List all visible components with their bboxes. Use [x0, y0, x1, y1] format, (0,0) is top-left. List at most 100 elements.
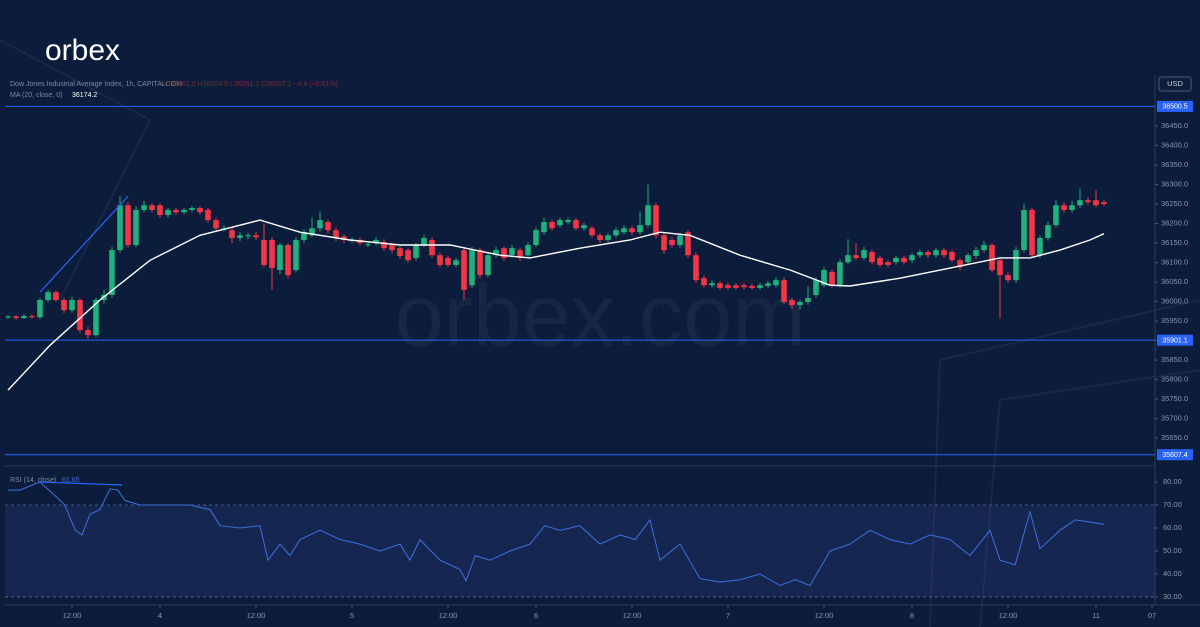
y-tick-label: 36250.0 [1161, 199, 1188, 208]
level-tag [1157, 449, 1193, 461]
candle-body [293, 239, 299, 270]
candle-body [229, 230, 235, 239]
decor-line [0, 39, 152, 301]
candle-body [421, 238, 427, 246]
rsi-tick-label: 70.00 [1163, 500, 1182, 509]
trendline [39, 195, 129, 293]
candle-body [861, 250, 867, 258]
candle-body [5, 316, 11, 318]
rsi-line [8, 481, 1105, 587]
candle-body [373, 239, 379, 244]
candle-body [1061, 205, 1067, 210]
ohlc-legend: O36261.5 H36264.5 L36251.1 C36257.1 −4.4… [165, 81, 338, 88]
candle-body [325, 222, 331, 231]
level-tag-label: 35607.4 [1162, 452, 1187, 459]
y-tick-label: 36350.0 [1161, 160, 1188, 169]
candle-body [789, 300, 795, 306]
candle-body [533, 230, 539, 246]
candle-body [245, 235, 251, 237]
candle-body [1045, 225, 1051, 239]
candle-body [141, 205, 147, 210]
candle-body [253, 235, 259, 238]
candle-body [669, 239, 675, 246]
candle-body [885, 262, 891, 265]
candle-body [453, 260, 459, 265]
y-tick-label: 35750.0 [1161, 394, 1188, 403]
logo: orbex [45, 34, 120, 67]
candle-body [797, 301, 803, 306]
candle-body [437, 255, 443, 265]
y-tick-label: 36000.0 [1161, 297, 1188, 306]
candle-body [837, 262, 843, 286]
y-tick-label: 36450.0 [1161, 121, 1188, 130]
candle-body [341, 236, 347, 240]
candle-body [181, 209, 187, 213]
candle-body [845, 255, 851, 263]
x-tick-label: 11 [1092, 611, 1100, 620]
candle-body [1077, 200, 1083, 206]
candle-body [469, 250, 475, 286]
candle-body [237, 235, 243, 239]
candle-body [365, 244, 371, 246]
rsi-tick-label: 40.00 [1163, 569, 1182, 578]
candle-body [725, 285, 731, 288]
candle-body [397, 248, 403, 256]
candle-body [413, 245, 419, 258]
candle-body [957, 260, 963, 268]
decor-line [979, 369, 1200, 627]
y-tick-label: 35950.0 [1161, 316, 1188, 325]
candle-body [733, 285, 739, 288]
candle-body [461, 250, 467, 290]
rsi-tick-label: 60.00 [1163, 523, 1182, 532]
x-tick-label: 6 [534, 611, 538, 620]
candle-body [805, 298, 811, 302]
candle-body [21, 316, 27, 318]
rsi-tick-label: 80.00 [1163, 477, 1182, 486]
candle-body [773, 280, 779, 286]
candle-body [581, 225, 587, 229]
candle-body [301, 232, 307, 240]
candle-body [613, 230, 619, 236]
x-tick-label: 12:00 [623, 611, 642, 620]
x-tick-label: 12:00 [999, 611, 1018, 620]
candle-body [1053, 205, 1059, 226]
candle-body [765, 283, 771, 286]
currency[interactable]: USD [1167, 79, 1183, 88]
decor-line [929, 299, 1200, 627]
ma-last: 36174.2 [72, 92, 97, 99]
candle-body [93, 300, 99, 336]
y-tick-label: 35650.0 [1161, 433, 1188, 442]
candle-body [493, 250, 499, 256]
ma-legend: MA (20, close, 0) [10, 92, 63, 99]
candle-body [157, 205, 163, 216]
currency-box[interactable] [1158, 76, 1192, 92]
candle-body [949, 252, 955, 261]
candle-body [445, 257, 451, 265]
candle-body [1085, 200, 1091, 203]
candle-body [29, 316, 35, 318]
rsi-tick-label: 30.00 [1163, 592, 1182, 601]
candle-body [917, 252, 923, 256]
candle-body [517, 250, 523, 258]
candle-body [549, 222, 555, 229]
candle-body [909, 255, 915, 261]
y-tick-label: 36400.0 [1161, 141, 1188, 150]
candle-body [541, 222, 547, 233]
x-tick-label: 07 [1148, 611, 1156, 620]
candle-body [853, 255, 859, 258]
candle-body [125, 205, 131, 246]
y-tick-label: 35700.0 [1161, 414, 1188, 423]
candle-body [165, 209, 171, 216]
level-tag [1157, 334, 1193, 346]
candle-body [309, 228, 315, 236]
y-tick-label: 36050.0 [1161, 277, 1188, 286]
candle-body [477, 250, 483, 276]
candle-body [485, 255, 491, 276]
candle-body [525, 245, 531, 256]
candle-body [709, 283, 715, 286]
candle-body [701, 278, 707, 286]
chart-title: Dow Jones Industrial Average Index, 1h, … [10, 81, 182, 88]
candle-body [637, 225, 643, 233]
candle-body [1037, 238, 1043, 256]
